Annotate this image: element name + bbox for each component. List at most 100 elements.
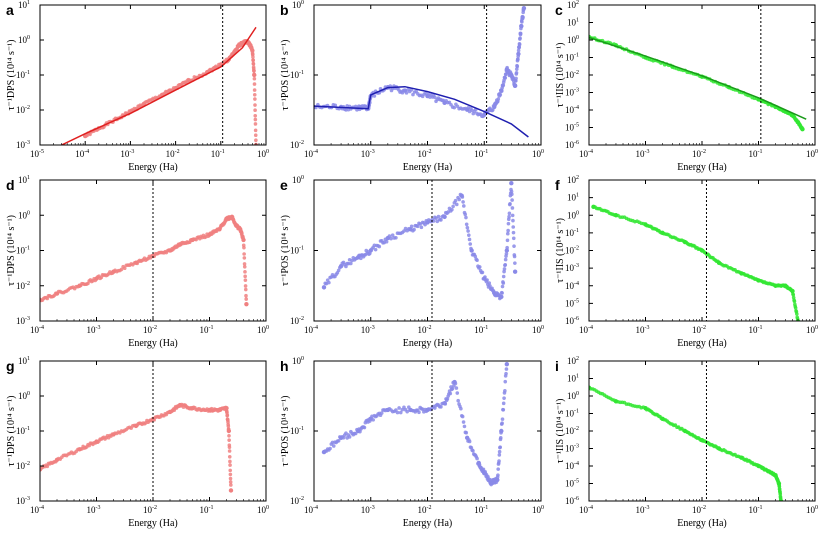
scatter-dot bbox=[445, 397, 450, 401]
scatter-dot bbox=[501, 407, 506, 412]
y-tick-label: 10-5 bbox=[565, 479, 579, 489]
scatter-dot bbox=[389, 236, 393, 241]
scatter-dot bbox=[53, 291, 58, 296]
scatter-dot bbox=[423, 222, 427, 227]
panel-label: g bbox=[6, 358, 15, 374]
y-tick-label: 10-1 bbox=[565, 228, 579, 238]
scatter-dot bbox=[500, 284, 505, 289]
scatter-dot bbox=[521, 15, 525, 19]
y-axis-label: τ⁻¹POS (10¹⁴ s⁻¹) bbox=[280, 40, 291, 111]
scatter-dot bbox=[501, 281, 506, 285]
scatter-dot bbox=[498, 436, 503, 440]
scatter-dot bbox=[496, 473, 500, 477]
scatter-dot bbox=[243, 270, 247, 274]
x-tick-label: 10-1 bbox=[474, 505, 488, 515]
scatter-dot bbox=[328, 446, 332, 451]
scatter-dot bbox=[791, 293, 796, 297]
x-tick-label: 10-4 bbox=[30, 505, 44, 515]
fit-line bbox=[589, 36, 807, 120]
scatter-dot bbox=[251, 62, 256, 66]
scatter-dot bbox=[496, 467, 500, 471]
scatter-dot bbox=[88, 132, 92, 137]
plot-area bbox=[589, 385, 784, 501]
scatter-dot bbox=[252, 92, 257, 97]
data-point bbox=[228, 488, 234, 493]
x-tick-label: 100 bbox=[806, 505, 818, 515]
scatter-dot bbox=[228, 472, 233, 477]
scatter-dot bbox=[333, 103, 338, 108]
scatter-dot bbox=[451, 204, 455, 209]
scatter-dot bbox=[715, 446, 720, 450]
panel-b: 10-4 10-3 10-2 10-1 100 10-2 10-1 100 Energy (Ha… bbox=[280, 0, 544, 173]
scatter-dot bbox=[394, 235, 398, 240]
y-tick-label: 102 bbox=[567, 0, 579, 10]
scatter-dot bbox=[800, 126, 804, 131]
y-tick-label: 10-1 bbox=[16, 70, 30, 80]
scatter-dot bbox=[132, 261, 137, 265]
scatter-dot bbox=[110, 432, 115, 436]
panel-i: 10-4 10-3 10-2 10-1 100 10-6 10-5 10-4 10-3 10-2 1… bbox=[555, 356, 818, 529]
x-tick-label: 10-3 bbox=[636, 149, 650, 159]
scatter-dot bbox=[206, 234, 211, 238]
scatter-dot bbox=[227, 449, 232, 453]
x-tick-label: 100 bbox=[806, 325, 818, 335]
scatter-dot bbox=[499, 431, 503, 435]
x-tick-label: 10-3 bbox=[87, 505, 101, 515]
x-axis-label: Energy (Ha) bbox=[403, 518, 453, 529]
y-tick-label: 10-3 bbox=[565, 263, 579, 273]
scatter-dot bbox=[503, 389, 507, 393]
scatter-dot bbox=[76, 284, 80, 289]
x-tick-label: 10-4 bbox=[579, 505, 593, 515]
y-tick-label: 10-1 bbox=[290, 246, 304, 256]
scatter-dot bbox=[253, 113, 258, 118]
scatter-dot bbox=[501, 83, 506, 87]
scatter-dot bbox=[252, 82, 257, 86]
y-tick-label: 101 bbox=[567, 374, 579, 384]
y-tick-label: 10-4 bbox=[565, 105, 579, 115]
y-tick-label: 10-1 bbox=[565, 53, 579, 63]
scatter-dot bbox=[431, 219, 436, 223]
panel-label: e bbox=[280, 177, 288, 193]
x-tick-label: 10-2 bbox=[692, 325, 706, 335]
scatter-dot bbox=[459, 406, 463, 411]
scatter-dot bbox=[509, 189, 514, 194]
scatter-dot bbox=[377, 244, 382, 249]
x-tick-label: 100 bbox=[257, 325, 269, 335]
scatter-dot bbox=[505, 238, 510, 243]
y-tick-label: 10-4 bbox=[565, 281, 579, 291]
x-tick-label: 100 bbox=[806, 149, 818, 159]
scatter-dot bbox=[384, 239, 389, 244]
scatter-dot bbox=[454, 386, 459, 390]
y-tick-label: 10-1 bbox=[290, 426, 304, 436]
scatter-dot bbox=[225, 413, 230, 417]
y-tick-label: 100 bbox=[567, 210, 579, 220]
scatter-dot bbox=[500, 421, 504, 426]
x-tick-label: 100 bbox=[532, 149, 544, 159]
scatter-dot bbox=[439, 218, 443, 222]
y-tick-label: 100 bbox=[18, 391, 30, 401]
x-axis-label: Energy (Ha) bbox=[677, 162, 727, 173]
scatter-dot bbox=[253, 128, 258, 133]
scatter-dot bbox=[53, 459, 58, 464]
y-tick-label: 10-3 bbox=[16, 316, 30, 326]
scatter-dot bbox=[227, 445, 232, 450]
scatter-dot bbox=[441, 214, 446, 218]
panel-label: a bbox=[6, 2, 14, 18]
y-tick-label: 100 bbox=[18, 210, 30, 220]
panel-a: 10-5 10-4 10-3 10-2 10-1 100 10-3 10-2 10-1 100 10… bbox=[6, 0, 269, 173]
scatter-dot bbox=[518, 31, 523, 36]
y-tick-label: 10-2 bbox=[565, 246, 579, 256]
scatter-dot bbox=[510, 213, 515, 218]
scatter-dot bbox=[497, 453, 502, 457]
scatter-dot bbox=[795, 312, 799, 316]
scatter-dot bbox=[498, 445, 502, 449]
x-tick-label: 10-4 bbox=[304, 149, 318, 159]
scatter-dot bbox=[511, 218, 515, 223]
x-tick-label: 10-1 bbox=[474, 149, 488, 159]
scatter-dot bbox=[242, 262, 247, 266]
scatter-dot bbox=[119, 267, 124, 272]
y-tick-label: 10-3 bbox=[565, 444, 579, 454]
scatter-dot bbox=[521, 6, 526, 11]
scatter-dot bbox=[407, 226, 411, 231]
scatter-dot bbox=[409, 224, 414, 229]
